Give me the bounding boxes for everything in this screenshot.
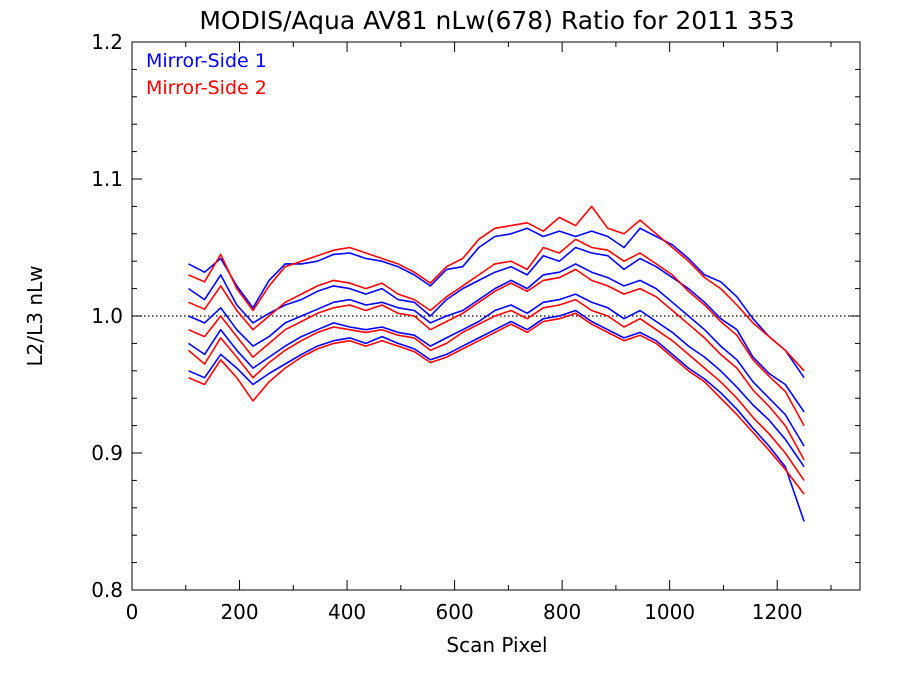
x-tick-label: 200 [220, 600, 258, 624]
y-axis-label: L2/L3 nLw [23, 265, 47, 366]
x-axis-label: Scan Pixel [446, 633, 547, 657]
y-tick-label: 1.0 [91, 304, 123, 328]
y-tick-label: 0.9 [91, 441, 123, 465]
y-tick-label: 1.2 [91, 30, 123, 54]
y-tick-label: 0.8 [91, 578, 123, 602]
series-line-3 [188, 263, 805, 447]
series-line-1 [188, 227, 805, 379]
series-line-4 [188, 293, 805, 468]
x-tick-label: 800 [543, 600, 581, 624]
series-line-7 [188, 238, 805, 426]
series-line-2 [188, 246, 805, 413]
series-line-9 [187, 298, 805, 481]
x-tick-label: 1000 [644, 600, 695, 624]
series-line-10 [188, 312, 805, 495]
series-layer [187, 205, 805, 522]
legend-mirror-side-1: Mirror-Side 1 [146, 50, 267, 72]
chart-title: MODIS/Aqua AV81 nLw(678) Ratio for 2011 … [199, 6, 794, 35]
series-line-5 [188, 309, 805, 522]
x-tick-label: 600 [436, 600, 474, 624]
x-tick-label: 1200 [752, 600, 803, 624]
y-tick-label: 1.1 [91, 167, 123, 191]
legend-mirror-side-2: Mirror-Side 2 [146, 77, 267, 99]
x-tick-label: 0 [126, 600, 139, 624]
series-line-6 [188, 205, 805, 372]
x-tick-label: 400 [328, 600, 366, 624]
axis-ticks: 0 200 400 600 800 1000 1200 0.8 0.9 1.0 1.1 1.2 [91, 30, 860, 624]
series-line-8 [188, 268, 805, 461]
